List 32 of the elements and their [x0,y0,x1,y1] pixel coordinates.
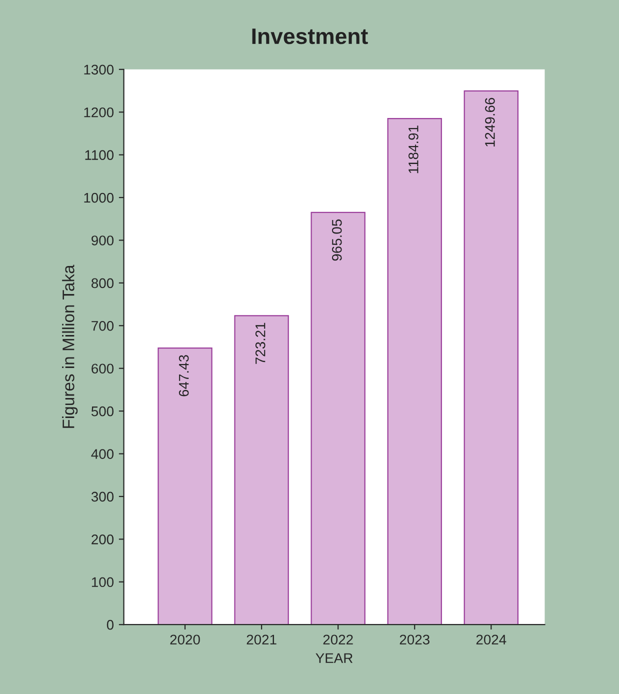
bar [387,118,442,625]
x-tick-label: 2020 [170,634,200,645]
y-tick-label: 1200 [84,107,114,118]
data-label: 647.43 [178,355,189,396]
y-tick-label: 0 [106,620,114,630]
y-tick-label: 300 [91,492,114,502]
x-tick-label: 2024 [476,634,506,645]
y-tick-label: 200 [92,534,114,544]
bar [464,90,518,625]
data-label: 1184.91 [408,126,418,174]
chart-title: Investment [252,28,368,44]
data-label: 965.05 [332,219,342,261]
y-tick-label: 100 [92,577,114,588]
x-axis-title: YEAR [316,653,353,663]
y-tick-label: 600 [92,364,114,374]
y-tick-label: 800 [92,278,114,288]
y-tick-label: 900 [92,236,114,246]
bar [234,315,289,625]
y-tick-label: 500 [91,406,114,416]
y-tick-label: 1100 [85,150,114,160]
data-label: 723.21 [255,322,266,364]
x-tick-label: 2023 [400,634,430,645]
y-tick-label: 400 [91,449,114,459]
y-tick-label: 1300 [84,64,114,75]
x-tick-label: 2022 [323,634,353,645]
bar [158,348,212,625]
y-tick-label: 700 [92,320,114,331]
data-label: 1249.66 [485,98,495,146]
y-tick-label: 1000 [84,192,114,203]
x-tick-label: 2021 [246,634,276,645]
y-axis-title: Figures in Million Taka [62,264,78,428]
bar [310,212,366,625]
